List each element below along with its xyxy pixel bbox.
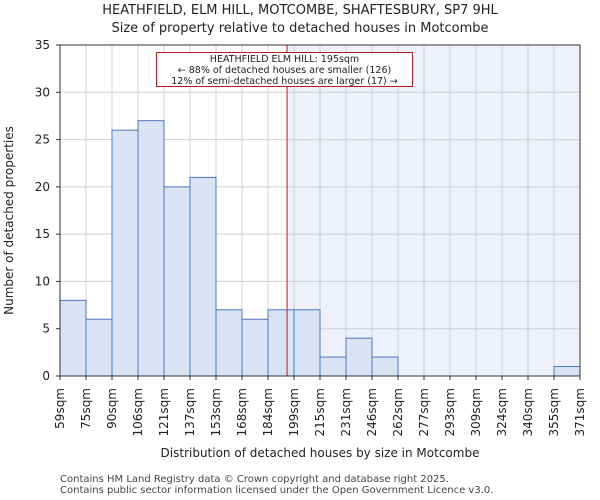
y-tick-label: 10 bbox=[35, 274, 50, 288]
x-tick-label: 293sqm bbox=[443, 388, 457, 436]
y-tick-label: 15 bbox=[35, 227, 50, 241]
x-tick-label: 371sqm bbox=[573, 388, 587, 436]
bar-246sqm bbox=[371, 356, 399, 377]
chart-title: Size of property relative to detached ho… bbox=[111, 21, 489, 36]
y-tick-label: 0 bbox=[42, 369, 50, 383]
x-tick-label: 355sqm bbox=[547, 388, 561, 436]
bar-231sqm bbox=[345, 337, 373, 377]
annotation-line-3: 12% of semi-detached houses are larger (… bbox=[171, 76, 398, 87]
annotation-line-2: ← 88% of detached houses are smaller (12… bbox=[177, 65, 392, 76]
footer-licence: Contains public sector information licen… bbox=[60, 485, 494, 496]
x-tick-label: 262sqm bbox=[391, 388, 405, 436]
bar-215sqm bbox=[319, 356, 347, 377]
x-tick-label: 277sqm bbox=[417, 388, 431, 436]
x-tick-label: 121sqm bbox=[157, 388, 171, 436]
x-tick-label: 184sqm bbox=[261, 388, 275, 436]
x-tick-label: 106sqm bbox=[131, 388, 145, 436]
y-tick-label: 30 bbox=[35, 85, 50, 99]
bar-106sqm bbox=[137, 120, 165, 377]
x-tick-label: 340sqm bbox=[521, 388, 535, 436]
y-tick-label: 35 bbox=[35, 38, 50, 52]
bar-199sqm bbox=[293, 309, 321, 377]
bar-168sqm bbox=[241, 318, 269, 377]
x-tick-label: 59sqm bbox=[53, 388, 67, 429]
histogram-chart: 0 5 10 15 20 25 30 35 59sqm 75sqm 90sqm 106sqm 121sq… bbox=[2, 38, 587, 460]
footer-copyright: Contains HM Land Registry data © Crown c… bbox=[60, 474, 449, 485]
bar-355sqm bbox=[553, 366, 581, 377]
bar-184sqm bbox=[267, 309, 295, 377]
x-tick-label: 90sqm bbox=[105, 388, 119, 429]
bar-75sqm bbox=[85, 318, 113, 377]
bar-153sqm bbox=[215, 309, 243, 377]
x-tick-label: 199sqm bbox=[287, 388, 301, 436]
x-tick-label: 231sqm bbox=[339, 388, 353, 436]
x-tick-label: 168sqm bbox=[235, 388, 249, 436]
bar-121sqm bbox=[163, 186, 191, 377]
annotation-line-1: HEATHFIELD ELM HILL: 195sqm bbox=[209, 54, 360, 65]
y-tick-label: 20 bbox=[35, 180, 50, 194]
annotation-box: HEATHFIELD ELM HILL: 195sqm ← 88% of det… bbox=[156, 52, 413, 87]
x-tick-label: 246sqm bbox=[365, 388, 379, 436]
y-tick-label: 5 bbox=[42, 322, 50, 336]
larger-region-shading bbox=[287, 45, 580, 376]
y-axis-label: Number of detached properties bbox=[2, 126, 16, 315]
x-tick-label: 324sqm bbox=[495, 388, 509, 436]
x-tick-label: 153sqm bbox=[209, 388, 223, 436]
y-tick-label: 25 bbox=[35, 133, 50, 147]
x-tick-label: 215sqm bbox=[313, 388, 327, 436]
bar-90sqm bbox=[111, 129, 139, 377]
bar-59sqm bbox=[59, 299, 87, 377]
x-tick-label: 137sqm bbox=[183, 388, 197, 436]
chart-title-address: HEATHFIELD, ELM HILL, MOTCOMBE, SHAFTESB… bbox=[102, 3, 498, 18]
x-tick-label: 309sqm bbox=[469, 388, 483, 436]
bar-137sqm bbox=[189, 176, 217, 377]
x-tick-label: 75sqm bbox=[79, 388, 93, 429]
x-axis-label: Distribution of detached houses by size … bbox=[161, 446, 480, 460]
